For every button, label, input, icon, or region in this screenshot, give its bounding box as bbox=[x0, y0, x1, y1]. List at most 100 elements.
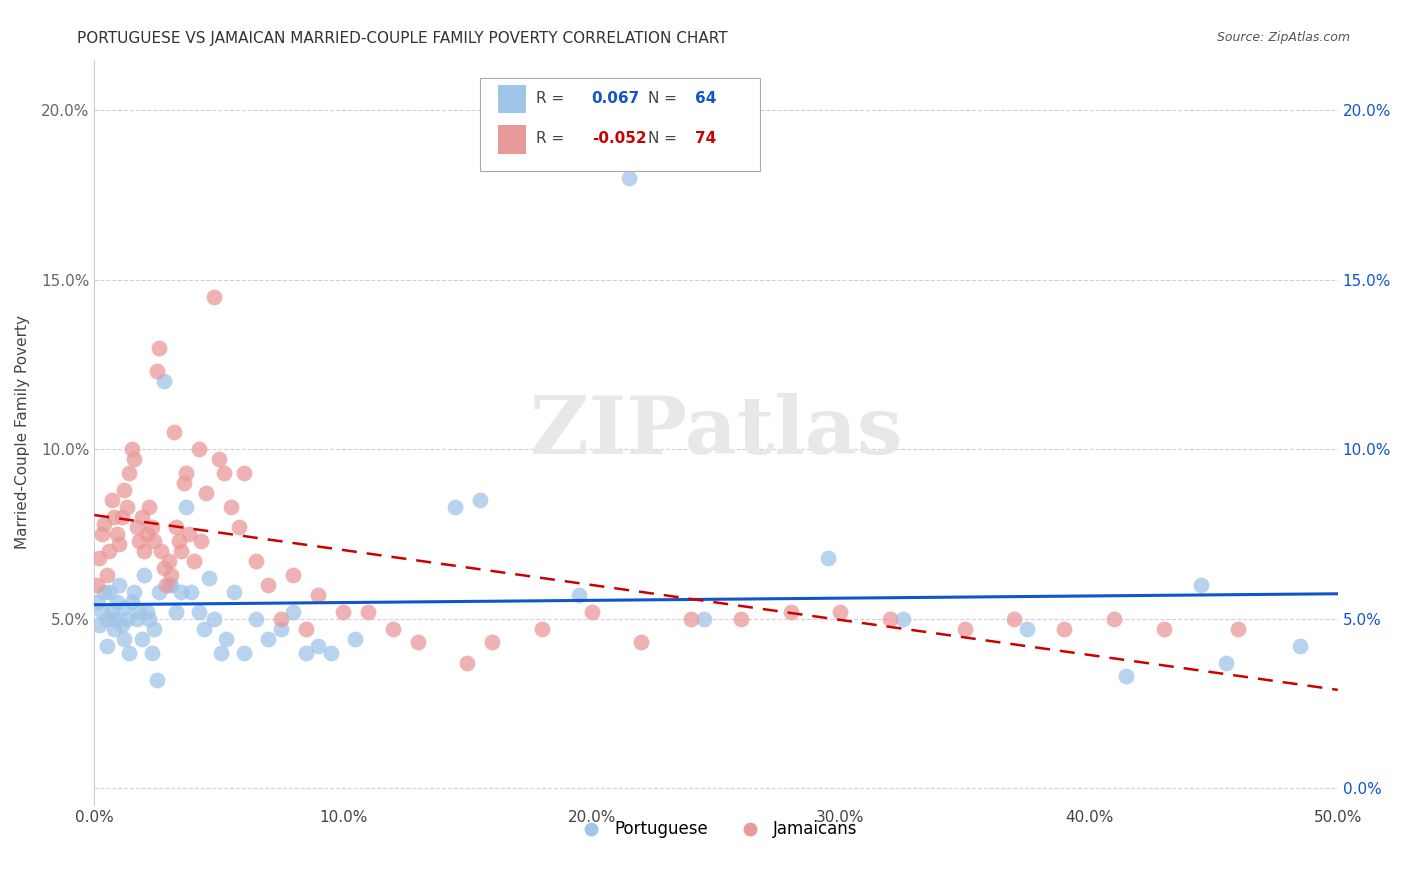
Point bbox=[692, 612, 714, 626]
Point bbox=[176, 500, 198, 514]
Point bbox=[187, 442, 209, 457]
Point bbox=[1227, 622, 1250, 636]
Point bbox=[163, 425, 186, 440]
Point bbox=[1153, 622, 1175, 636]
Point bbox=[222, 584, 245, 599]
Point bbox=[143, 622, 166, 636]
Text: R =: R = bbox=[536, 131, 564, 146]
Point bbox=[202, 290, 225, 304]
Text: -0.052: -0.052 bbox=[592, 131, 647, 146]
Point bbox=[105, 527, 128, 541]
Point bbox=[1053, 622, 1076, 636]
Point bbox=[100, 605, 122, 619]
Point bbox=[96, 567, 118, 582]
Point bbox=[1215, 656, 1237, 670]
Point bbox=[830, 605, 852, 619]
Point bbox=[180, 584, 202, 599]
Point bbox=[103, 510, 125, 524]
Point bbox=[155, 578, 177, 592]
Point bbox=[307, 588, 329, 602]
Point bbox=[112, 483, 135, 497]
Point bbox=[630, 635, 652, 649]
Point bbox=[1289, 639, 1312, 653]
Point bbox=[319, 646, 342, 660]
Point bbox=[132, 567, 155, 582]
Point bbox=[157, 578, 180, 592]
Point bbox=[160, 567, 183, 582]
Point bbox=[176, 466, 198, 480]
Text: N =: N = bbox=[648, 131, 676, 146]
Point bbox=[193, 622, 215, 636]
Point bbox=[93, 584, 115, 599]
Point bbox=[245, 612, 267, 626]
Point bbox=[581, 605, 603, 619]
Point bbox=[141, 646, 163, 660]
Legend: Portuguese, Jamaicans: Portuguese, Jamaicans bbox=[568, 814, 865, 845]
Point bbox=[245, 554, 267, 568]
Point bbox=[568, 588, 591, 602]
Point bbox=[157, 554, 180, 568]
Point bbox=[779, 605, 801, 619]
Point bbox=[294, 622, 316, 636]
FancyBboxPatch shape bbox=[479, 78, 759, 171]
Y-axis label: Married-Couple Family Poverty: Married-Couple Family Poverty bbox=[15, 315, 30, 549]
Point bbox=[187, 605, 209, 619]
FancyBboxPatch shape bbox=[499, 85, 526, 113]
Point bbox=[283, 567, 305, 582]
Point bbox=[143, 533, 166, 548]
Point bbox=[115, 612, 138, 626]
Point bbox=[86, 578, 108, 592]
Point bbox=[138, 500, 160, 514]
Point bbox=[307, 639, 329, 653]
Point bbox=[406, 635, 429, 649]
Point bbox=[108, 537, 131, 551]
Point bbox=[145, 673, 167, 687]
Point bbox=[150, 544, 173, 558]
Text: N =: N = bbox=[648, 91, 676, 106]
Point bbox=[112, 601, 135, 615]
Point bbox=[96, 612, 118, 626]
Text: Source: ZipAtlas.com: Source: ZipAtlas.com bbox=[1216, 31, 1350, 45]
Point bbox=[1015, 622, 1038, 636]
Point bbox=[468, 493, 491, 508]
Point bbox=[257, 578, 280, 592]
Point bbox=[730, 612, 752, 626]
Point bbox=[148, 584, 170, 599]
Point bbox=[165, 520, 187, 534]
Point bbox=[617, 171, 640, 186]
Text: R =: R = bbox=[536, 91, 564, 106]
Point bbox=[103, 622, 125, 636]
Point bbox=[215, 632, 238, 646]
Point bbox=[112, 632, 135, 646]
Point bbox=[183, 554, 205, 568]
FancyBboxPatch shape bbox=[499, 126, 526, 153]
Point bbox=[135, 605, 157, 619]
Point bbox=[138, 612, 160, 626]
Point bbox=[98, 544, 121, 558]
Point bbox=[115, 500, 138, 514]
Point bbox=[195, 486, 218, 500]
Point bbox=[90, 527, 112, 541]
Point bbox=[381, 622, 404, 636]
Point bbox=[89, 618, 111, 632]
Point bbox=[93, 516, 115, 531]
Text: ZIPatlas: ZIPatlas bbox=[530, 393, 903, 471]
Point bbox=[121, 442, 143, 457]
Point bbox=[111, 510, 134, 524]
Point bbox=[100, 493, 122, 508]
Point bbox=[232, 646, 254, 660]
Point bbox=[444, 500, 467, 514]
Point bbox=[891, 612, 914, 626]
Point bbox=[953, 622, 976, 636]
Text: PORTUGUESE VS JAMAICAN MARRIED-COUPLE FAMILY POVERTY CORRELATION CHART: PORTUGUESE VS JAMAICAN MARRIED-COUPLE FA… bbox=[77, 31, 728, 46]
Point bbox=[148, 341, 170, 355]
Point bbox=[131, 510, 153, 524]
Point bbox=[208, 452, 231, 467]
Point bbox=[121, 595, 143, 609]
Point bbox=[357, 605, 380, 619]
Point bbox=[456, 656, 478, 670]
Point bbox=[202, 612, 225, 626]
Point bbox=[132, 544, 155, 558]
Point bbox=[141, 520, 163, 534]
Point bbox=[212, 466, 235, 480]
